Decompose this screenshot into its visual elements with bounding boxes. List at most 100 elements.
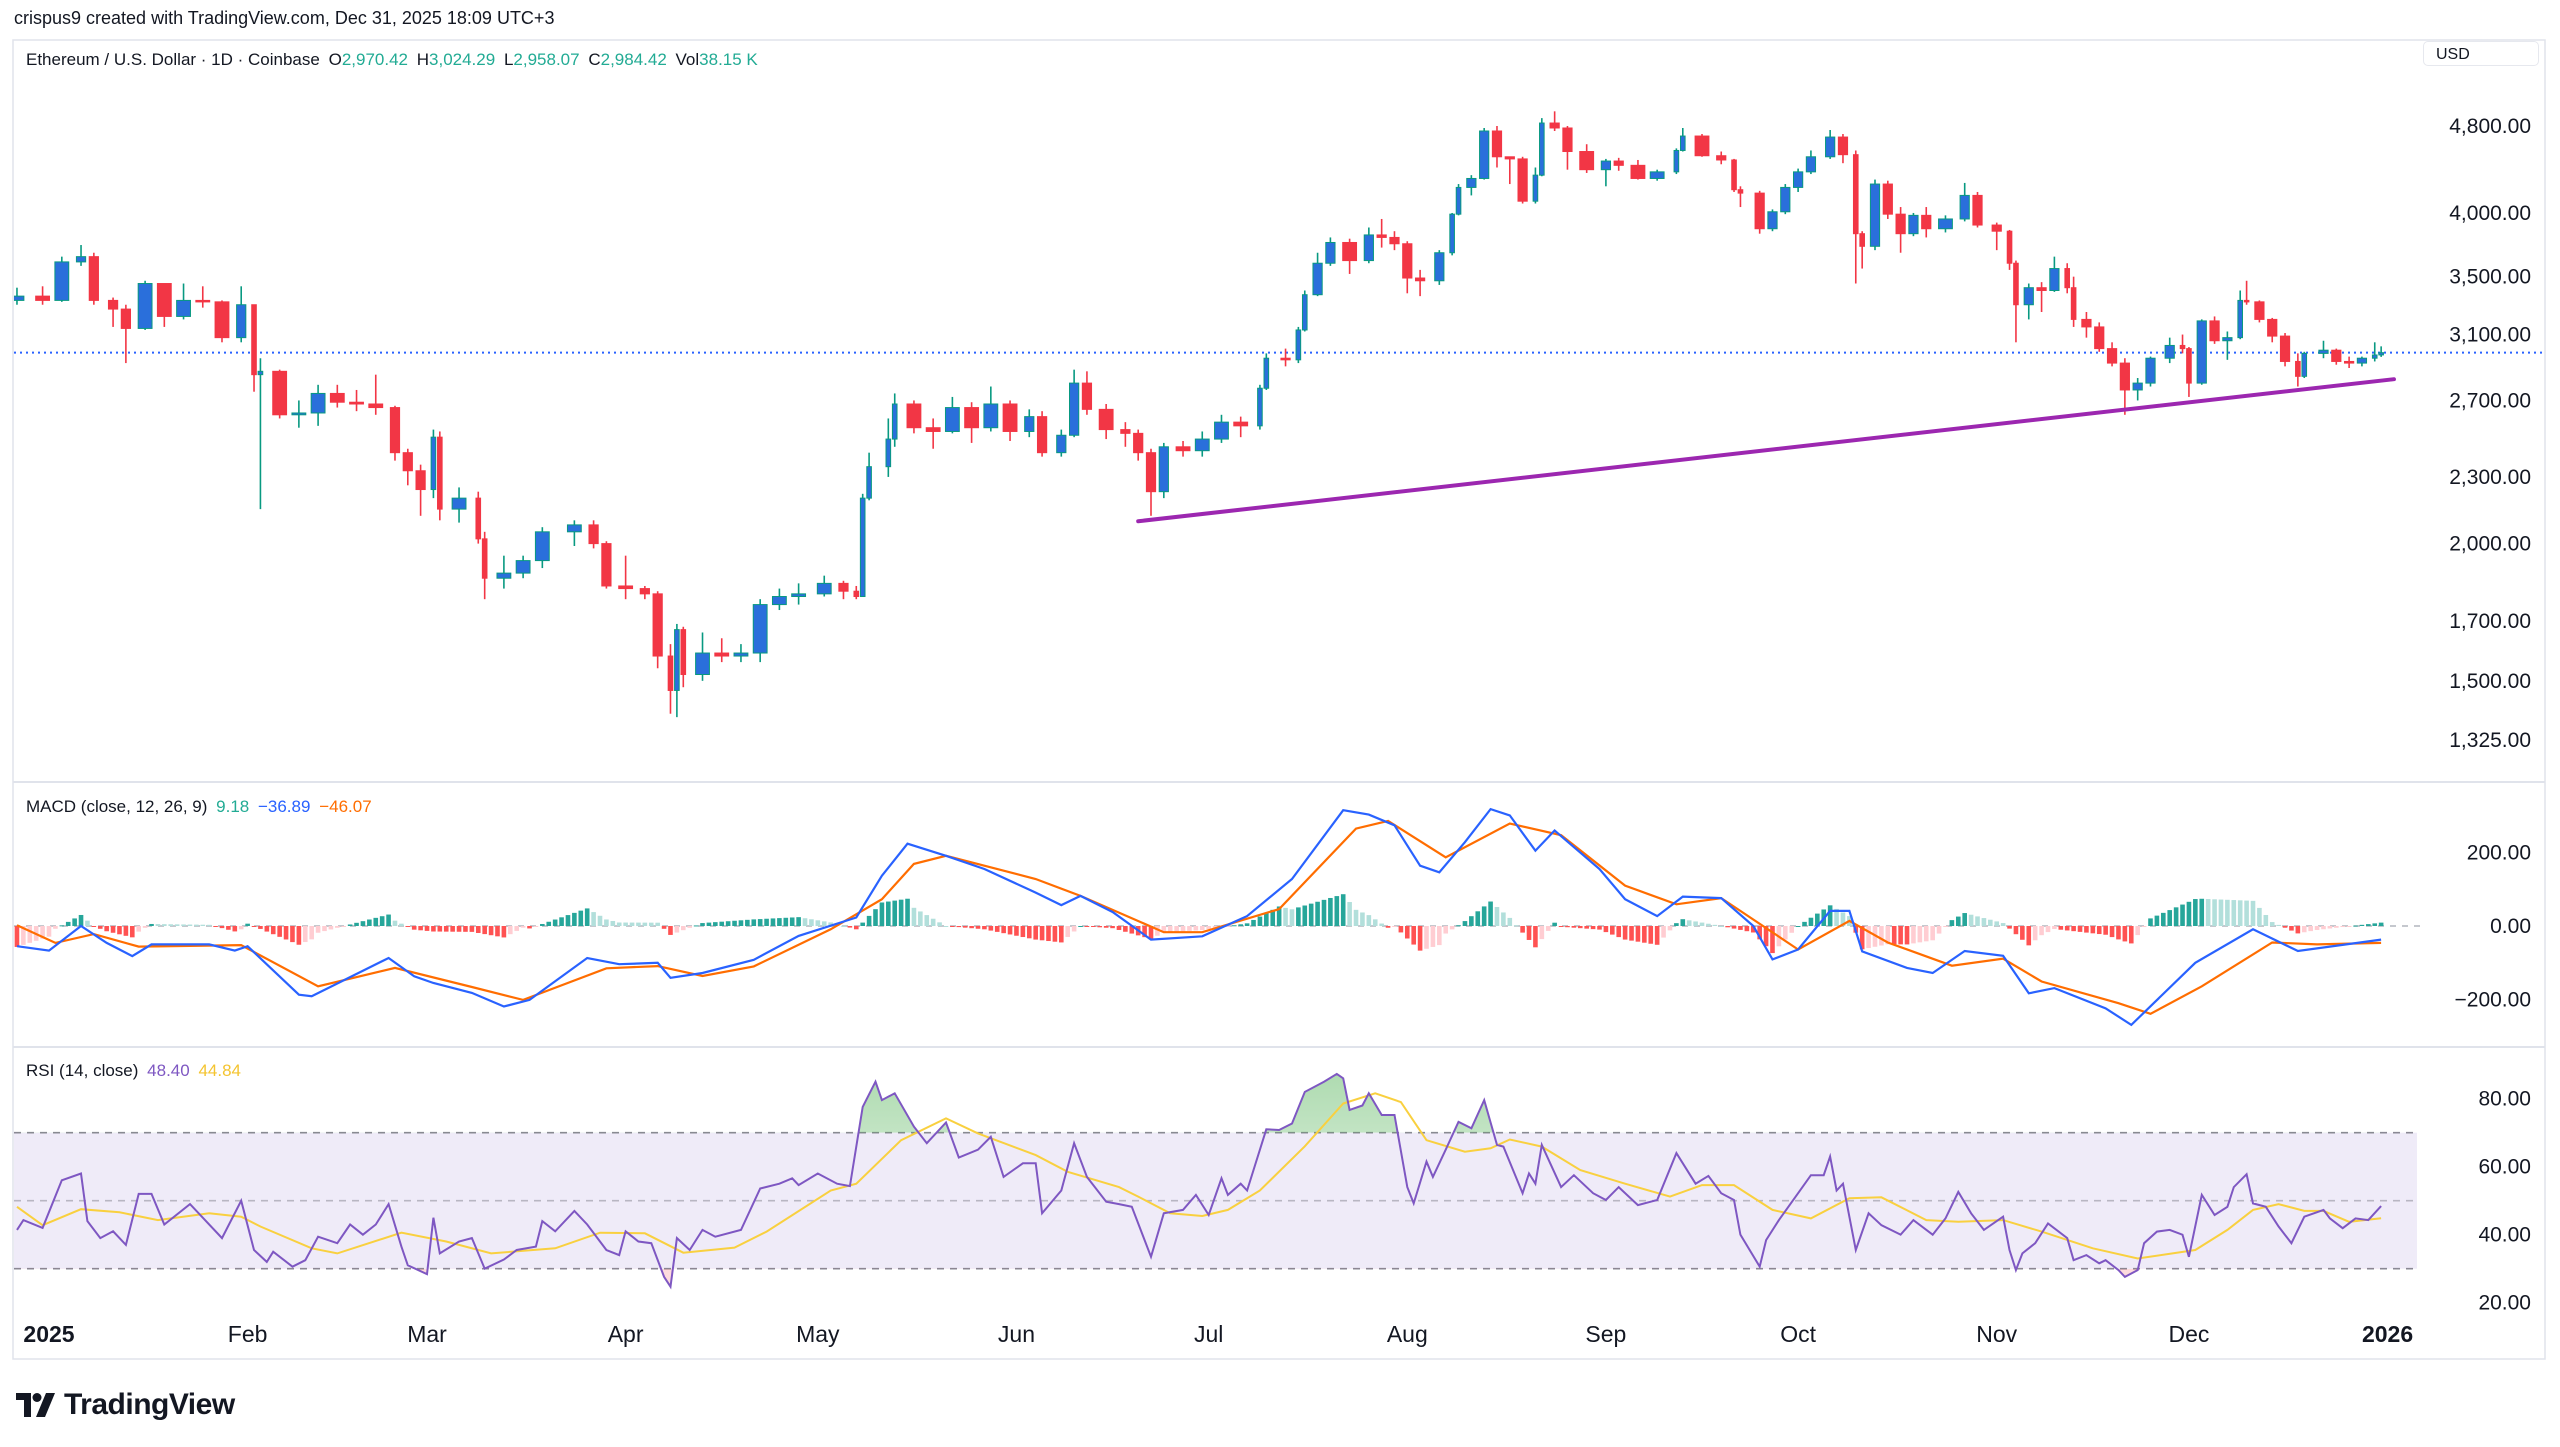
candle bbox=[866, 452, 872, 501]
macd-legend[interactable]: MACD (close, 12, 26, 9) 9.18 −36.89 −46.… bbox=[26, 797, 376, 817]
macd-histogram-value: 9.18 bbox=[216, 797, 250, 816]
price-axis-label: 3,500.00 bbox=[2449, 266, 2531, 289]
tradingview-logo[interactable]: TradingView bbox=[16, 1388, 235, 1422]
symbol-legend[interactable]: Ethereum / U.S. Dollar · 1D · Coinbase O… bbox=[26, 50, 762, 70]
candle bbox=[389, 405, 401, 461]
candle-body bbox=[2013, 262, 2019, 306]
macd-histogram-bar bbox=[315, 926, 321, 933]
support-trendline[interactable] bbox=[1136, 377, 2396, 524]
macd-histogram-bar bbox=[1795, 926, 1801, 927]
candle-body bbox=[1233, 421, 1249, 427]
macd-histogram-bar bbox=[1616, 926, 1622, 938]
macd-histogram-bar bbox=[1481, 906, 1487, 926]
candle-body bbox=[1263, 357, 1270, 389]
candle bbox=[925, 418, 941, 449]
macd-histogram-bar bbox=[886, 901, 891, 926]
macd-histogram-bar bbox=[1789, 926, 1795, 933]
rsi-pane[interactable]: 80.00 60.00 40.00 20.00 bbox=[14, 1072, 2531, 1315]
candle bbox=[771, 588, 787, 611]
candle bbox=[667, 644, 674, 714]
macd-histogram-bar bbox=[911, 907, 917, 926]
candle-body bbox=[1175, 446, 1191, 452]
macd-histogram-bar bbox=[2167, 910, 2173, 926]
candle bbox=[853, 585, 860, 600]
candle-body bbox=[368, 403, 384, 409]
candle-body bbox=[496, 572, 512, 579]
macd-histogram-bar bbox=[1059, 926, 1064, 943]
candle bbox=[1069, 369, 1080, 438]
rsi-ma-line bbox=[16, 1092, 2382, 1260]
candle bbox=[1158, 442, 1169, 499]
currency-button[interactable]: USD bbox=[2423, 41, 2539, 66]
macd-histogram-bar bbox=[578, 910, 584, 926]
candle-body bbox=[2254, 301, 2265, 320]
candle-body bbox=[2344, 360, 2355, 364]
macd-histogram-bar bbox=[1097, 926, 1103, 928]
candle-body bbox=[1002, 403, 1018, 432]
candle-body bbox=[75, 256, 87, 263]
candle bbox=[1024, 409, 1035, 438]
macd-histogram-bar bbox=[347, 924, 353, 926]
rsi-legend[interactable]: RSI (14, close) 48.40 44.84 bbox=[26, 1061, 245, 1081]
price-pane[interactable] bbox=[10, 111, 2544, 718]
macd-histogram-bar bbox=[2148, 918, 2153, 926]
tradingview-logo-text: TradingView bbox=[64, 1388, 235, 1421]
macd-histogram-bar bbox=[367, 919, 372, 926]
macd-histogram-bar bbox=[1603, 926, 1609, 933]
candle bbox=[156, 283, 172, 327]
macd-histogram-bar bbox=[552, 919, 558, 926]
time-axis-label: Nov bbox=[1976, 1321, 2017, 1347]
macd-histogram-bar bbox=[1930, 926, 1935, 941]
macd-pane[interactable] bbox=[14, 807, 2420, 1027]
macd-histogram-bar bbox=[1981, 918, 1987, 926]
rsi-axis-label: 20.00 bbox=[2478, 1292, 2531, 1315]
candle bbox=[1972, 191, 1983, 228]
candle bbox=[515, 555, 531, 579]
macd-histogram-bar bbox=[2154, 915, 2160, 926]
candle bbox=[2094, 322, 2105, 352]
candle-body bbox=[2006, 230, 2013, 264]
macd-histogram-bar bbox=[1674, 923, 1679, 926]
price-axis-label: 4,800.00 bbox=[2449, 115, 2531, 138]
candle-body bbox=[866, 466, 872, 499]
candle bbox=[1145, 448, 1157, 516]
candle bbox=[437, 431, 443, 521]
candle-body bbox=[925, 427, 941, 432]
candle bbox=[1491, 126, 1503, 168]
macd-histogram-bar bbox=[1917, 926, 1923, 943]
candle bbox=[236, 286, 247, 343]
candle-body bbox=[1434, 252, 1445, 282]
macd-histogram-bar bbox=[693, 925, 699, 927]
candle-body bbox=[1214, 421, 1229, 440]
macd-histogram-bar bbox=[2205, 899, 2211, 926]
candle-body bbox=[1562, 127, 1573, 153]
macd-histogram-bar bbox=[187, 924, 193, 926]
candle-body bbox=[983, 403, 999, 429]
tradingview-logo-icon bbox=[16, 1393, 55, 1417]
candle-body bbox=[2036, 287, 2047, 291]
candle-body bbox=[2023, 287, 2034, 306]
price-axis-label: 2,000.00 bbox=[2449, 533, 2531, 556]
macd-histogram-bar bbox=[1360, 912, 1365, 926]
macd-histogram-bar bbox=[565, 915, 571, 926]
candle bbox=[566, 520, 582, 546]
candle-body bbox=[1069, 382, 1080, 436]
macd-histogram-bar bbox=[2218, 899, 2224, 926]
macd-histogram-bar bbox=[1174, 926, 1179, 932]
candle bbox=[1579, 144, 1595, 173]
macd-histogram-bar bbox=[1353, 909, 1359, 926]
macd-histogram-bar bbox=[616, 922, 622, 926]
macd-histogram-bar bbox=[1943, 926, 1948, 927]
macd-histogram-bar bbox=[879, 902, 885, 926]
macd-histogram-bar bbox=[1187, 926, 1192, 931]
macd-histogram-bar bbox=[2333, 926, 2339, 928]
macd-histogram-bar bbox=[1315, 901, 1320, 926]
high-label: H bbox=[416, 50, 430, 69]
candle-body bbox=[2196, 320, 2207, 384]
candle-body bbox=[1491, 130, 1503, 158]
candle-body bbox=[906, 403, 922, 429]
rsi-line bbox=[16, 1072, 2382, 1290]
macd-histogram-bar bbox=[2103, 926, 2108, 935]
candle-body bbox=[329, 392, 345, 403]
